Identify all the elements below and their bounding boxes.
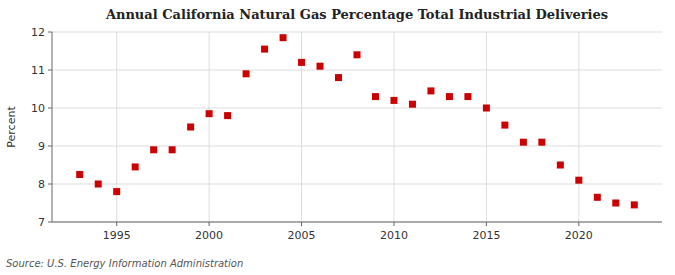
point bbox=[631, 201, 638, 208]
y-tick bbox=[48, 108, 52, 109]
axes: 7 8 9 10 11 12 1995 2000 2005 2010 2015 2020 bbox=[31, 26, 662, 242]
chart-svg: 7 8 9 10 11 12 1995 2000 2005 2010 2015 2020 Annual … bbox=[0, 0, 675, 275]
y-axis-line bbox=[52, 32, 53, 222]
y-tick bbox=[48, 70, 52, 71]
point bbox=[76, 171, 83, 178]
x-tick-label: 1995 bbox=[103, 229, 131, 242]
point bbox=[317, 63, 324, 70]
point bbox=[354, 51, 361, 58]
point bbox=[335, 74, 342, 81]
point bbox=[501, 122, 508, 129]
x-tick bbox=[486, 222, 487, 226]
chart-container: 7 8 9 10 11 12 1995 2000 2005 2010 2015 2020 Annual … bbox=[0, 0, 675, 275]
point bbox=[372, 93, 379, 100]
point bbox=[575, 177, 582, 184]
point bbox=[390, 97, 397, 104]
point bbox=[483, 105, 490, 112]
point bbox=[95, 181, 102, 188]
x-axis-line bbox=[52, 222, 662, 223]
x-tick-label: 2005 bbox=[288, 229, 316, 242]
point bbox=[150, 146, 157, 153]
point bbox=[612, 200, 619, 207]
point bbox=[113, 188, 120, 195]
point bbox=[298, 59, 305, 66]
point bbox=[132, 163, 139, 170]
x-tick-label: 2015 bbox=[472, 229, 500, 242]
point bbox=[427, 87, 434, 94]
y-tick-label: 10 bbox=[31, 102, 45, 115]
x-grid-line bbox=[209, 32, 210, 222]
point bbox=[594, 194, 601, 201]
title: Annual California Natural Gas Percentage… bbox=[105, 7, 608, 22]
point bbox=[224, 112, 231, 119]
point bbox=[557, 162, 564, 169]
y-tick-label: 8 bbox=[38, 178, 45, 191]
y-grid-line bbox=[52, 32, 662, 33]
x-tick bbox=[209, 222, 210, 226]
point bbox=[520, 139, 527, 146]
y-grid-line bbox=[52, 108, 662, 109]
x-tick-label: 2020 bbox=[565, 229, 593, 242]
y-tick bbox=[48, 184, 52, 185]
y-tick bbox=[48, 222, 52, 223]
point bbox=[464, 93, 471, 100]
point bbox=[206, 110, 213, 117]
point bbox=[446, 93, 453, 100]
x-grid-line bbox=[393, 32, 394, 222]
point bbox=[169, 146, 176, 153]
y-grid-line bbox=[52, 184, 662, 185]
x-tick bbox=[393, 222, 394, 226]
source-note: Source: U.S. Energy Information Administ… bbox=[6, 258, 243, 269]
y-tick-label: 11 bbox=[31, 64, 45, 77]
point bbox=[538, 139, 545, 146]
y-tick bbox=[48, 32, 52, 33]
x-tick-label: 2010 bbox=[380, 229, 408, 242]
y-grid-line bbox=[52, 222, 662, 223]
points bbox=[76, 34, 638, 208]
point bbox=[280, 34, 287, 41]
x-tick-label: 2000 bbox=[195, 229, 223, 242]
point bbox=[187, 124, 194, 131]
y-axis-label: Percent bbox=[5, 106, 18, 148]
point bbox=[261, 46, 268, 53]
x-tick bbox=[301, 222, 302, 226]
y-tick-label: 7 bbox=[38, 216, 45, 229]
grid bbox=[52, 32, 662, 222]
y-tick bbox=[48, 146, 52, 147]
y-grid-line bbox=[52, 146, 662, 147]
x-tick bbox=[116, 222, 117, 226]
x-grid-line bbox=[578, 32, 579, 222]
y-grid-line bbox=[52, 70, 662, 71]
y-tick-label: 9 bbox=[38, 140, 45, 153]
point bbox=[409, 101, 416, 108]
y-tick-label: 12 bbox=[31, 26, 45, 39]
point bbox=[243, 70, 250, 77]
x-grid-line bbox=[486, 32, 487, 222]
x-tick bbox=[578, 222, 579, 226]
